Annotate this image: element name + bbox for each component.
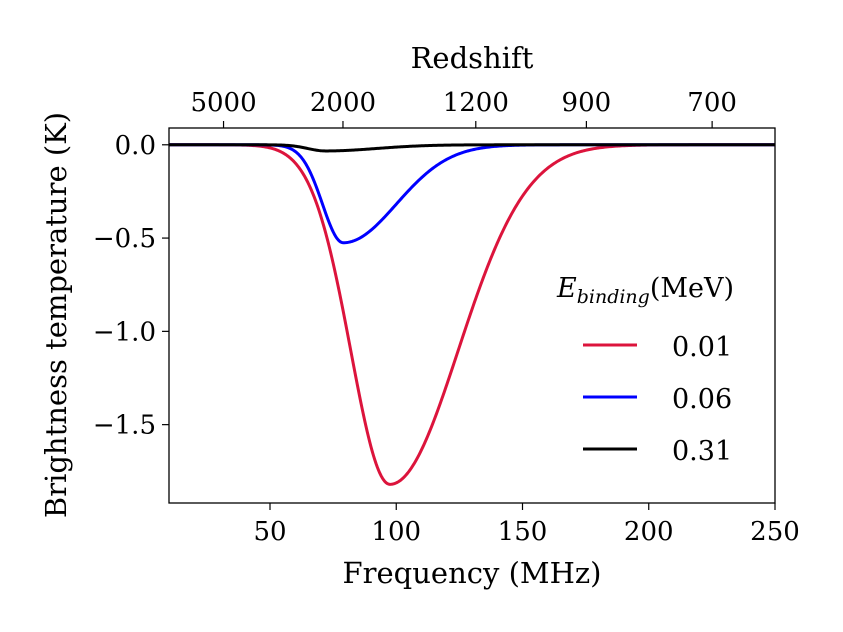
y-tick-label: −0.5 — [93, 224, 156, 254]
x-tick-label: 50 — [253, 517, 286, 547]
series-line-0 — [169, 143, 775, 486]
x-tick-label: 100 — [371, 517, 421, 547]
y-axis-title: Brightness temperature (K) — [39, 112, 73, 518]
x-tick-label: 200 — [624, 517, 674, 547]
x-tick-label: 250 — [750, 517, 800, 547]
x-axis-title: Frequency (MHz) — [343, 556, 602, 590]
y-tick-label: −1.5 — [93, 411, 156, 441]
top-tick-label: 5000 — [190, 88, 256, 118]
legend-title: Ebinding(MeV) — [556, 273, 734, 308]
series-layer — [169, 143, 775, 486]
legend-title-unit: (MeV) — [650, 273, 734, 304]
legend-title-symbol: E — [556, 273, 577, 304]
plot-frame — [168, 127, 776, 504]
top-tick-label: 2000 — [310, 88, 376, 118]
legend-title-subscript: binding — [577, 286, 650, 308]
bottom-axis: 50 100 150 200 250 — [253, 503, 800, 547]
legend-label-1: 0.06 — [672, 384, 732, 415]
y-tick-label: −1.0 — [93, 317, 156, 347]
x-tick-label: 150 — [498, 517, 548, 547]
series-line-2 — [169, 143, 775, 153]
top-tick-label: 900 — [562, 88, 612, 118]
left-axis: 0.0 −0.5 −1.0 −1.5 — [93, 131, 169, 441]
y-tick-label: 0.0 — [115, 131, 156, 161]
series-line-1 — [169, 143, 775, 245]
top-axis: 5000 2000 1200 900 700 — [190, 88, 737, 128]
top-axis-title: Redshift — [411, 41, 534, 75]
legend-label-0: 0.01 — [672, 332, 732, 363]
legend: Ebinding(MeV) 0.01 0.06 0.31 — [556, 273, 734, 467]
legend-label-2: 0.31 — [672, 436, 732, 467]
top-tick-label: 700 — [687, 88, 737, 118]
top-tick-label: 1200 — [443, 88, 509, 118]
